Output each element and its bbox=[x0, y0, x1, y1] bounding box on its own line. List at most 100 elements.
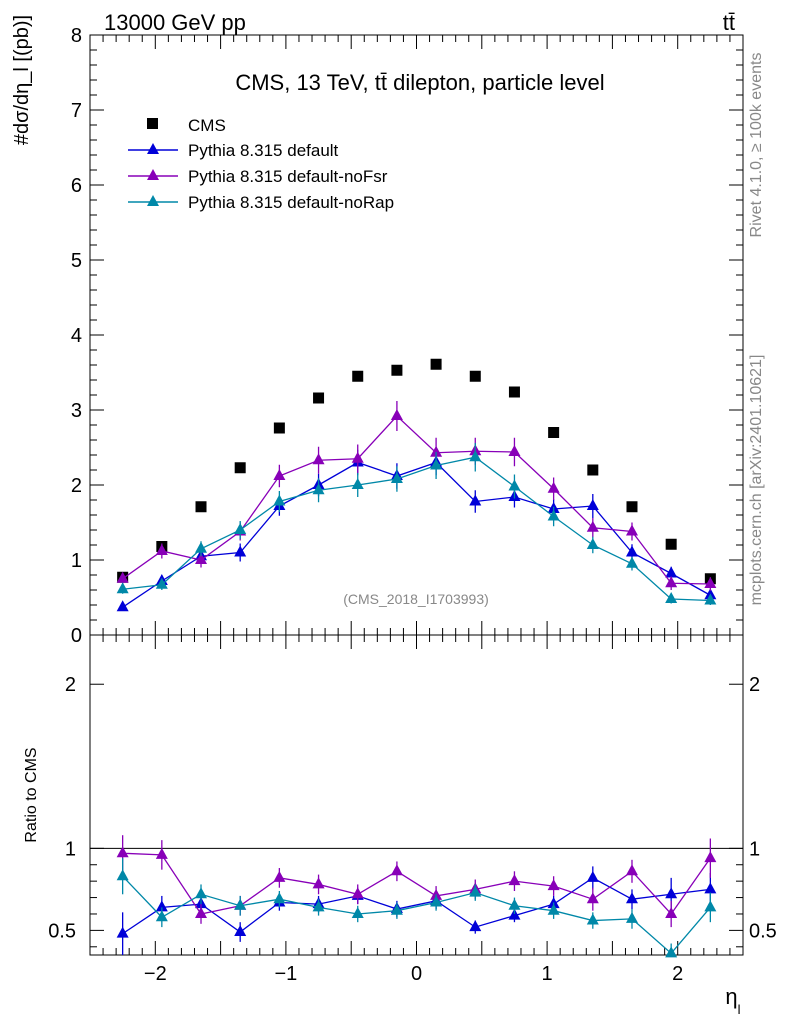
pythia-8-315-default-norap-point bbox=[508, 479, 521, 491]
pythia-8-315-default-nofsr-point bbox=[155, 544, 168, 555]
ratio-pythia-8-315-default-norap-line bbox=[122, 875, 711, 955]
pythia-8-315-default-nofsr-point bbox=[312, 453, 325, 465]
ratio-pythia-8-315-default-norap-point bbox=[625, 911, 638, 923]
ratio-pythia-8-315-default-norap-point bbox=[155, 910, 168, 922]
cms-data-point bbox=[430, 358, 442, 370]
cms-data-point bbox=[469, 370, 481, 382]
main-series-group bbox=[116, 358, 717, 612]
pythia-8-315-default-norap-point bbox=[665, 592, 678, 603]
legend: CMS Pythia 8.315 default Pythia 8.315 de… bbox=[128, 116, 394, 212]
pythia-8-315-default-nofsr-point bbox=[116, 571, 129, 583]
ratio-pythia-8-315-default-norap-point bbox=[351, 906, 364, 918]
pythia-8-315-default-norap-point bbox=[312, 483, 325, 495]
mcplots-source-label: mcplots.cern.ch [arXiv:2401.10621] bbox=[748, 355, 765, 606]
ratio-pythia-8-315-default-nofsr-point bbox=[704, 851, 717, 863]
pythia-8-315-default-norap-point bbox=[234, 523, 247, 534]
ratio-y-axis-label: Ratio to CMS bbox=[23, 747, 40, 842]
ratio-pythia-8-315-default-point bbox=[116, 926, 129, 938]
legend-marker-default bbox=[147, 143, 159, 154]
ratio-pythia-8-315-default-nofsr-point bbox=[390, 864, 403, 876]
legend-label-norap: Pythia 8.315 default-noRap bbox=[188, 193, 394, 212]
pythia-8-315-default-norap-point bbox=[195, 541, 208, 553]
pythia-8-315-default-point bbox=[625, 545, 638, 557]
main-y-tick-label: 6 bbox=[71, 175, 82, 197]
ratio-series-group bbox=[116, 835, 717, 958]
x-tick-label: −2 bbox=[144, 963, 167, 985]
analysis-watermark: (CMS_2018_I1703993) bbox=[343, 591, 489, 607]
ratio-pythia-8-315-default-norap-point bbox=[586, 913, 599, 925]
x-tick-label: 1 bbox=[542, 963, 553, 985]
x-tick-label: −1 bbox=[274, 963, 297, 985]
ratio-pythia-8-315-default-point bbox=[704, 882, 717, 894]
ratio-pythia-8-315-default-nofsr-line bbox=[122, 852, 711, 916]
pythia-8-315-default-line bbox=[122, 461, 711, 608]
cms-data-point bbox=[234, 462, 246, 474]
cms-data-point bbox=[665, 538, 677, 550]
x-axis-label: ηl bbox=[725, 984, 740, 1017]
ratio-pythia-8-315-default-nofsr-point bbox=[625, 864, 638, 876]
legend-marker-nofsr bbox=[147, 169, 159, 180]
pythia-8-315-default-norap-point bbox=[469, 450, 482, 462]
cms-data-point bbox=[391, 364, 403, 376]
process-label: tt̄ bbox=[723, 10, 735, 35]
pythia-8-315-default-point bbox=[665, 566, 678, 578]
pythia-8-315-default-nofsr-point bbox=[704, 577, 717, 588]
main-y-tick-label: 5 bbox=[71, 250, 82, 272]
pythia-8-315-default-norap-point bbox=[390, 472, 403, 483]
cms-data-point bbox=[587, 464, 599, 476]
ratio-y-tick-label-left: 1 bbox=[65, 838, 76, 860]
pythia-8-315-default-nofsr-line bbox=[122, 415, 711, 585]
pythia-8-315-default-nofsr-point bbox=[273, 469, 286, 480]
main-y-axis-label: #dσ/dη_l [(pb)] bbox=[11, 15, 33, 145]
legend-marker-norap bbox=[147, 195, 159, 206]
ratio-pythia-8-315-default-nofsr-point bbox=[116, 846, 129, 858]
ratio-pythia-8-315-default-point bbox=[508, 908, 521, 920]
pythia-8-315-default-norap-point bbox=[116, 582, 129, 594]
ratio-pythia-8-315-default-nofsr-point bbox=[351, 887, 364, 899]
ratio-y-tick-label-left: 2 bbox=[65, 674, 76, 696]
ratio-pythia-8-315-default-nofsr-point bbox=[508, 874, 521, 886]
pythia-8-315-default-point bbox=[234, 545, 247, 557]
ratio-pythia-8-315-default-norap-point bbox=[469, 885, 482, 897]
cms-data-point bbox=[195, 501, 207, 513]
ratio-pythia-8-315-default-norap-point bbox=[665, 946, 678, 958]
main-y-tick-label: 7 bbox=[71, 100, 82, 122]
pythia-8-315-default-norap-point bbox=[155, 577, 168, 589]
ratio-pythia-8-315-default-line bbox=[122, 877, 711, 935]
ratio-pythia-8-315-default-norap-point bbox=[273, 892, 286, 904]
ratio-pythia-8-315-default-nofsr-point bbox=[547, 879, 560, 891]
cms-data-point bbox=[508, 386, 520, 398]
cms-data-point bbox=[352, 370, 364, 382]
pythia-8-315-default-norap-point bbox=[547, 509, 560, 521]
ratio-pythia-8-315-default-nofsr-point bbox=[273, 870, 286, 882]
pythia-8-315-default-nofsr-point bbox=[547, 481, 560, 493]
pythia-8-315-default-norap-point bbox=[704, 593, 717, 605]
ratio-y-tick-label-left: 0.5 bbox=[48, 920, 76, 942]
rivet-version-label: Rivet 4.1.0, ≥ 100k events bbox=[748, 53, 765, 238]
ratio-y-tick-label-right: 1 bbox=[749, 838, 760, 860]
ratio-pythia-8-315-default-point bbox=[665, 887, 678, 899]
ratio-pythia-8-315-default-point bbox=[155, 900, 168, 912]
ratio-pythia-8-315-default-nofsr-point bbox=[312, 877, 325, 889]
ratio-pythia-8-315-default-point bbox=[586, 870, 599, 882]
ratio-pythia-8-315-default-point bbox=[234, 925, 247, 937]
energy-label: 13000 GeV pp bbox=[104, 10, 246, 35]
legend-marker-cms bbox=[147, 118, 158, 129]
x-tick-label: 2 bbox=[672, 963, 683, 985]
cms-data-point bbox=[273, 422, 285, 434]
main-y-tick-labels: 0 1 2 3 4 5 6 7 8 bbox=[71, 25, 82, 647]
pythia-8-315-default-norap-point bbox=[625, 556, 638, 568]
ratio-pythia-8-315-default-norap-point bbox=[547, 903, 560, 915]
ratio-pythia-8-315-default-norap-point bbox=[234, 898, 247, 910]
ratio-pythia-8-315-default-norap-point bbox=[116, 869, 129, 881]
pythia-8-315-default-nofsr-point bbox=[508, 445, 521, 456]
ratio-y-tick-label-right: 2 bbox=[749, 674, 760, 696]
main-y-tick-label: 4 bbox=[71, 325, 82, 347]
pythia-8-315-default-norap-line bbox=[122, 456, 711, 602]
ratio-pythia-8-315-default-norap-point bbox=[390, 903, 403, 915]
main-axis-ticks bbox=[89, 34, 744, 636]
pythia-8-315-default-norap-point bbox=[273, 494, 286, 506]
ratio-pythia-8-315-default-nofsr-point bbox=[665, 906, 678, 918]
pythia-8-315-default-nofsr-point bbox=[625, 524, 638, 536]
